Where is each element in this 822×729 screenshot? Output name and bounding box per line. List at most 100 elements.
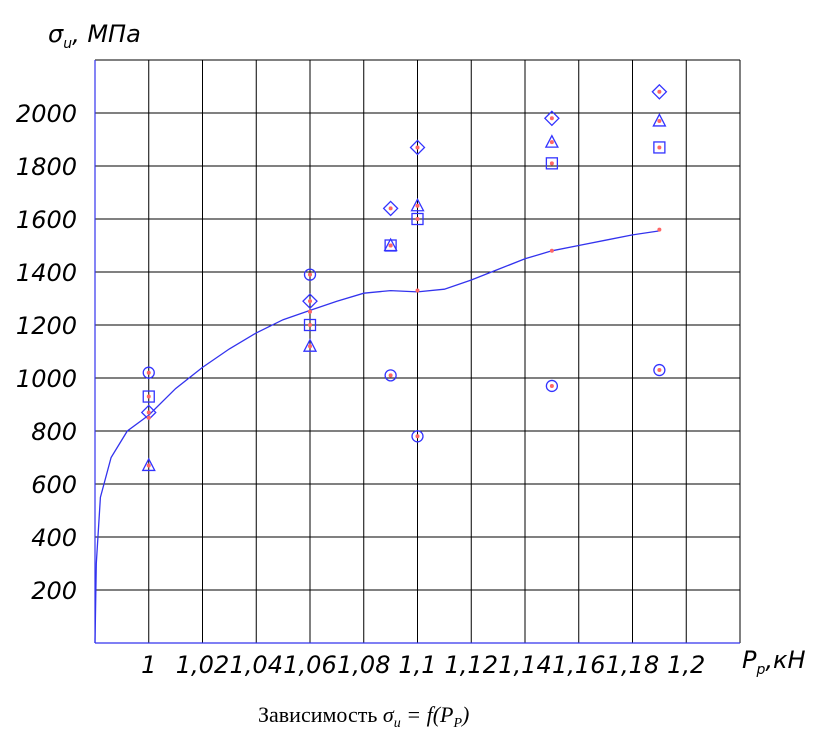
triangle-point-2-1	[302, 338, 318, 352]
x-tick-label-5: 1,1	[398, 651, 436, 679]
x-tick-label-10: 1,2	[667, 651, 705, 679]
marker-dot	[415, 203, 420, 208]
chart-caption: Зависимость σu = f(PP)	[258, 702, 469, 729]
triangle-marker	[544, 134, 559, 148]
marker-dot	[549, 161, 554, 166]
x-tick-label-7: 1,14	[498, 651, 551, 679]
square-point-1-1	[303, 318, 317, 332]
diamond-point-3-1	[302, 293, 318, 310]
y-tick-label-1: 400	[31, 524, 77, 552]
marker-dot	[146, 370, 151, 375]
dot-point-4-3	[549, 248, 554, 253]
marker-dot	[415, 434, 420, 439]
y-tick-label-7: 1600	[16, 206, 77, 234]
marker-dot	[146, 415, 151, 420]
marker-dot	[308, 344, 312, 349]
marker-dot	[308, 309, 312, 314]
marker-dot	[549, 248, 554, 253]
x-tick-label-0: 1	[141, 651, 156, 679]
triangle-point-2-2	[383, 237, 398, 252]
y-tick-label-9: 2000	[16, 100, 77, 128]
diamond-point-3-4	[543, 110, 560, 127]
y-tick-label-3: 800	[31, 418, 77, 446]
marker-dot	[549, 116, 554, 121]
y-tick-label-8: 1800	[16, 153, 77, 181]
marker-dot	[308, 272, 312, 277]
marker-dot	[657, 368, 662, 373]
marker-dot	[657, 227, 662, 232]
diamond-marker	[543, 110, 560, 127]
triangle-point-2-0	[141, 457, 156, 472]
y-tick-label-6: 1400	[16, 259, 77, 287]
circle-marker	[303, 268, 317, 281]
x-tick-label-3: 1,06	[283, 651, 336, 679]
square-point-1-4	[545, 157, 559, 170]
square-point-1-3	[411, 212, 424, 226]
circle-marker	[545, 379, 559, 393]
x-tick-label-1: 1,02	[176, 651, 229, 679]
triangle-marker	[141, 457, 156, 472]
marker-dot	[657, 89, 662, 94]
triangle-point-2-3	[410, 197, 425, 212]
diamond-point-3-5	[651, 83, 668, 100]
square-marker	[545, 157, 559, 170]
circle-marker	[411, 430, 424, 443]
marker-dot	[388, 243, 393, 248]
fit-curve	[94, 230, 660, 644]
dot-point-4-0	[146, 415, 151, 420]
marker-dot	[549, 383, 554, 388]
triangle-marker	[302, 338, 318, 352]
circle-marker	[653, 363, 666, 377]
triangle-point-2-4	[544, 134, 559, 148]
marker-dot	[415, 217, 420, 221]
y-axis-title: σu, МПа	[48, 20, 141, 52]
square-marker	[142, 390, 155, 403]
square-point-1-0	[142, 390, 155, 403]
marker-dot	[146, 410, 151, 415]
triangle-marker	[652, 113, 667, 127]
marker-dot	[657, 145, 662, 150]
circle-point-0-5	[653, 363, 666, 377]
circle-point-0-4	[545, 379, 559, 393]
circle-marker	[384, 369, 397, 382]
marker-dot	[388, 206, 393, 211]
x-axis-title: Pp,кН	[742, 646, 806, 678]
circle-marker	[142, 366, 155, 379]
marker-dot	[308, 299, 312, 304]
triangle-marker	[383, 237, 398, 252]
x-tick-label-6: 1,12	[445, 651, 498, 679]
tick-labels: 1 1,02 1,04 1,06 1,08 1,1 1,12 1,14 1,16 1,18 1,2 2…	[16, 100, 705, 679]
diamond-marker	[302, 293, 318, 310]
y-tick-label-2: 600	[31, 471, 77, 499]
diamond-marker	[409, 139, 426, 156]
triangle-marker	[410, 197, 425, 212]
circle-point-0-3	[411, 430, 424, 443]
marker-dot	[146, 394, 151, 399]
marker-dot	[415, 145, 420, 150]
y-tick-label-0: 200	[31, 577, 77, 605]
square-point-1-5	[653, 141, 666, 154]
square-marker	[303, 318, 317, 332]
marker-dot	[415, 288, 420, 293]
points-layer	[140, 83, 668, 472]
triangle-point-2-5	[652, 113, 667, 127]
dot-point-4-2	[415, 288, 420, 293]
marker-dot	[308, 323, 312, 327]
square-marker	[653, 141, 666, 154]
circle-point-0-2	[384, 369, 397, 382]
grid	[95, 60, 740, 643]
circle-point-0-0	[142, 366, 155, 379]
fit-curve-layer	[94, 230, 660, 644]
marker-dot	[146, 463, 151, 468]
y-tick-label-5: 1200	[16, 312, 77, 340]
diamond-marker	[651, 83, 668, 100]
x-tick-label-2: 1,04	[230, 651, 283, 679]
y-tick-label-4: 1000	[16, 365, 77, 393]
dot-point-4-1	[308, 309, 312, 314]
x-tick-label-4: 1,08	[337, 651, 390, 679]
square-marker	[411, 212, 424, 226]
dot-point-4-4	[657, 227, 662, 232]
x-tick-label-8: 1,16	[552, 651, 605, 679]
diamond-marker	[382, 200, 399, 217]
